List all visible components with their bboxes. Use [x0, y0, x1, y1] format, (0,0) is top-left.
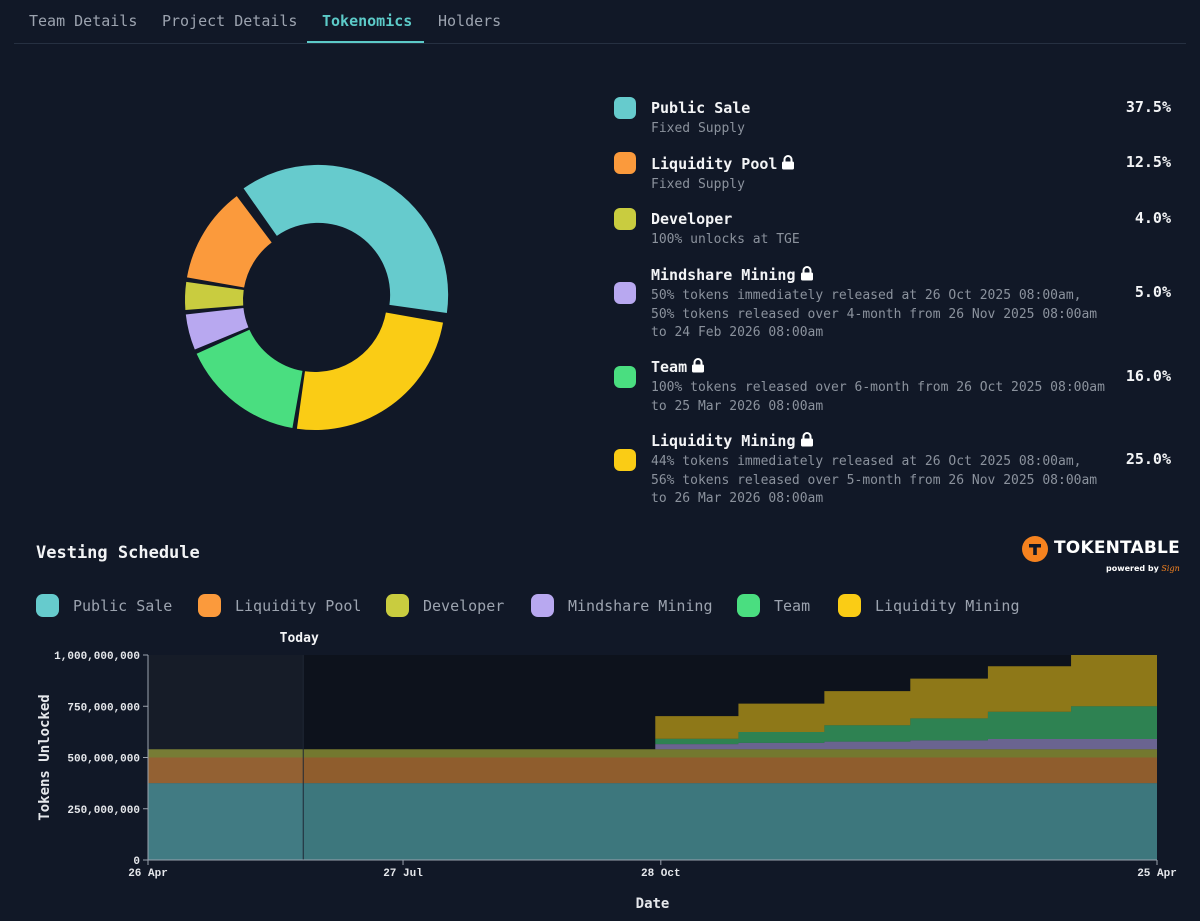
- brand-name: TOKENTABLE: [1054, 538, 1180, 558]
- donut-slice-liquidity-pool[interactable]: [186, 196, 272, 288]
- allocation-description: 100% unlocks at TGE: [651, 232, 800, 247]
- vesting-schedule-title: Vesting Schedule: [36, 543, 200, 563]
- tab-project-details[interactable]: Project Details: [162, 12, 298, 30]
- legend-swatch: [531, 594, 554, 617]
- y-tick-label: 250,000,000: [67, 805, 140, 817]
- legend-swatch: [737, 594, 760, 617]
- y-tick-label: 750,000,000: [67, 702, 140, 714]
- lock-icon: [781, 155, 795, 174]
- allocation-name: Developer: [651, 210, 733, 228]
- legend-swatch: [36, 594, 59, 617]
- donut-slice-team[interactable]: [196, 329, 303, 429]
- y-tick-label: 0: [133, 856, 140, 868]
- legend-label: Team: [774, 597, 811, 615]
- allocation-swatch: [614, 366, 636, 388]
- area-public-sale[interactable]: [148, 783, 1157, 860]
- brand-powered-by: powered by Sign: [1106, 564, 1180, 573]
- y-tick-label: 500,000,000: [67, 754, 140, 766]
- donut-slice-liquidity-mining[interactable]: [296, 312, 444, 430]
- allocation-percent: 5.0%: [1134, 283, 1171, 301]
- lock-icon: [800, 266, 814, 285]
- x-tick-label: 27 Jul: [383, 868, 423, 880]
- tokentable-logo-icon: [1022, 536, 1048, 562]
- legend-label: Mindshare Mining: [568, 597, 713, 615]
- tokentable-brand[interactable]: TOKENTABLE powered by Sign: [1022, 536, 1180, 576]
- y-axis-label: Tokens Unlocked: [37, 694, 53, 820]
- allocation-description: Fixed Supply: [651, 121, 745, 136]
- area-liquidity-mining[interactable]: [148, 655, 1157, 750]
- tab-tokenomics[interactable]: Tokenomics: [322, 12, 413, 30]
- allocation-name: Liquidity Pool: [651, 155, 795, 174]
- allocation-description: Fixed Supply: [651, 177, 745, 192]
- legend-swatch: [198, 594, 221, 617]
- legend-label: Liquidity Mining: [875, 597, 1020, 615]
- allocation-name: Liquidity Mining: [651, 432, 814, 451]
- area-liquidity-pool[interactable]: [148, 757, 1157, 784]
- vesting-schedule-chart: Today 0 250,000,000 500,000,000 750,000,000 1…: [37, 631, 1177, 912]
- allocation-name: Team: [651, 358, 705, 377]
- donut-slice-mindshare-mining[interactable]: [185, 308, 249, 350]
- x-axis-label: Date: [636, 896, 670, 912]
- tab-holders[interactable]: Holders: [438, 12, 502, 30]
- legend-swatch: [386, 594, 409, 617]
- allocation-description: 44% tokens immediately released at 26 Oc…: [651, 454, 1098, 506]
- tab-team-details[interactable]: Team Details: [29, 12, 138, 30]
- area-mindshare-mining[interactable]: [148, 739, 1157, 750]
- allocation-swatch: [614, 152, 636, 174]
- x-tick-label: 25 Apr: [1137, 868, 1177, 880]
- allocation-description: 100% tokens released over 6-month from 2…: [651, 380, 1105, 414]
- lock-icon: [691, 358, 705, 377]
- x-tick-label: 28 Oct: [641, 868, 681, 880]
- allocation-percent: 16.0%: [1125, 367, 1171, 385]
- allocation-percent: 37.5%: [1125, 98, 1171, 116]
- allocation-name: Public Sale: [651, 99, 751, 117]
- tab-divider: [14, 43, 1186, 44]
- allocation-swatch: [614, 97, 636, 119]
- allocation-percent: 25.0%: [1125, 450, 1171, 468]
- legend-label: Developer: [423, 597, 505, 615]
- x-tick-label: 26 Apr: [128, 868, 168, 880]
- area-developer[interactable]: [148, 749, 1157, 758]
- legend-swatch: [838, 594, 861, 617]
- donut-slice-developer[interactable]: [185, 281, 244, 310]
- allocation-percent: 4.0%: [1134, 209, 1171, 227]
- allocation-swatch: [614, 208, 636, 230]
- allocation-description: 50% tokens immediately released at 26 Oc…: [651, 288, 1098, 340]
- today-label: Today: [280, 631, 319, 646]
- lock-icon: [800, 432, 814, 451]
- allocation-percent: 12.5%: [1125, 153, 1171, 171]
- allocation-swatch: [614, 449, 636, 471]
- active-tab-indicator: [307, 41, 424, 43]
- area-team[interactable]: [148, 706, 1157, 750]
- legend-label: Public Sale: [73, 597, 173, 615]
- tab-bar: Team Details Project Details Tokenomics …: [0, 0, 1200, 44]
- allocation-swatch: [614, 282, 636, 304]
- donut-slice-public-sale[interactable]: [243, 164, 449, 313]
- allocation-donut-chart: [185, 164, 449, 430]
- legend-label: Liquidity Pool: [235, 597, 362, 615]
- y-tick-label: 1,000,000,000: [54, 651, 140, 663]
- allocation-name: Mindshare Mining: [651, 266, 814, 285]
